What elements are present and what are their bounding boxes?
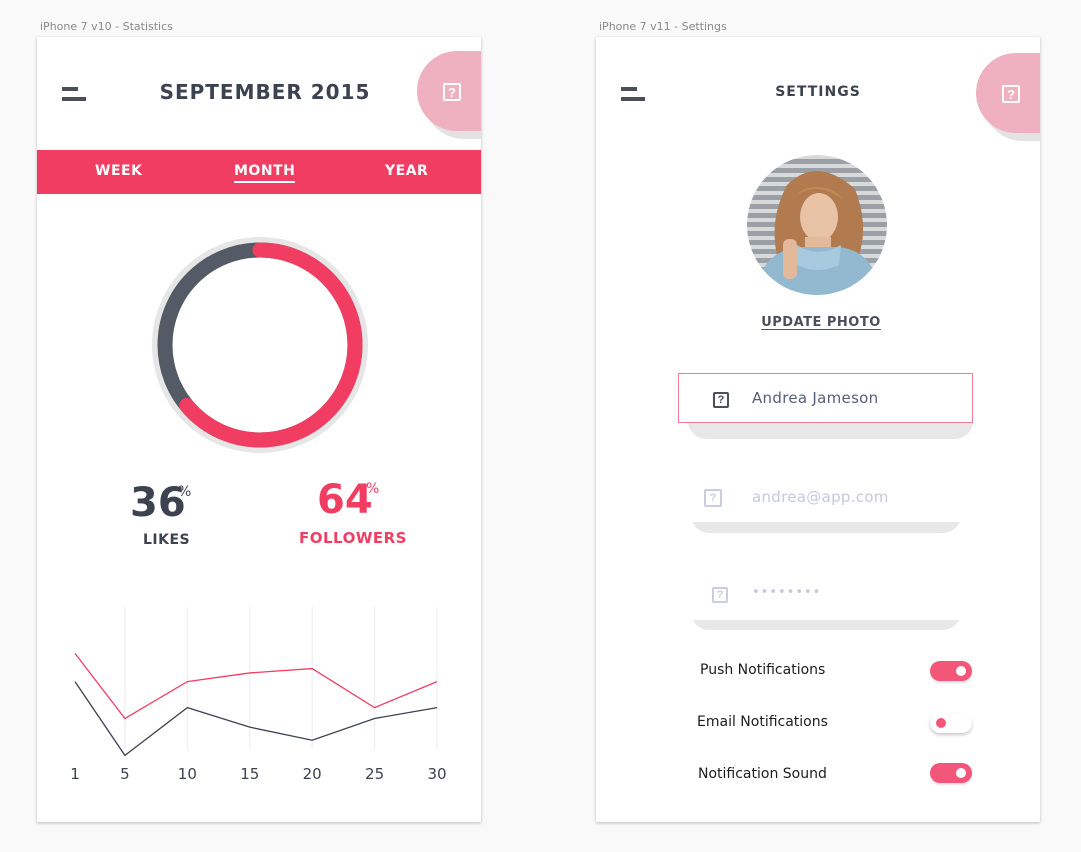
help-button[interactable]: ? xyxy=(417,51,481,131)
followers-label: FOLLOWERS xyxy=(299,529,407,547)
chart-x-tick-label: 30 xyxy=(427,765,447,783)
page-title: SETTINGS xyxy=(775,84,861,100)
followers-value: 64 xyxy=(317,477,373,523)
tab-year[interactable]: YEAR xyxy=(385,163,429,179)
likes-followers-donut xyxy=(152,237,368,453)
notification-sound-label: Notification Sound xyxy=(698,766,827,782)
hamburger-icon[interactable] xyxy=(62,85,88,105)
toggle-knob xyxy=(936,718,946,728)
profile-photo xyxy=(747,155,887,295)
toggle-knob xyxy=(956,666,966,676)
email-field[interactable]: ? andrea@app.com xyxy=(688,472,961,522)
avatar[interactable] xyxy=(747,155,887,295)
followers-unit: % xyxy=(366,481,380,497)
help-icon: ? xyxy=(1002,85,1020,103)
tab-week[interactable]: WEEK xyxy=(95,163,143,179)
chart-x-tick-label: 10 xyxy=(177,765,197,783)
artboard-label-statistics: iPhone 7 v10 - Statistics xyxy=(40,20,173,33)
user-icon: ? xyxy=(713,392,729,408)
field-shadow xyxy=(688,419,973,439)
update-photo-link[interactable]: UPDATE PHOTO xyxy=(761,315,881,330)
tab-month[interactable]: MONTH xyxy=(234,163,296,183)
email-notifications-toggle[interactable] xyxy=(930,713,972,733)
likes-value: 36 xyxy=(130,480,186,526)
chart-series-line-1 xyxy=(74,681,438,757)
chart-x-tick-label: 20 xyxy=(302,765,322,783)
hamburger-icon[interactable] xyxy=(621,85,647,105)
period-tabs: WEEK MONTH YEAR xyxy=(37,150,481,194)
push-notifications-toggle[interactable] xyxy=(930,661,972,681)
statistics-screen: SEPTEMBER 2015 ? WEEK MONTH YEAR 36 % LI… xyxy=(37,37,481,822)
trend-line-chart xyxy=(74,607,438,757)
artboard-label-settings: iPhone 7 v11 - Settings xyxy=(599,20,727,33)
email-placeholder: andrea@app.com xyxy=(752,488,889,506)
email-notifications-label: Email Notifications xyxy=(697,714,828,730)
donut-followers-segment xyxy=(179,242,363,448)
chart-x-tick-label: 1 xyxy=(70,765,80,783)
help-icon: ? xyxy=(443,83,461,101)
email-icon: ? xyxy=(704,489,722,507)
password-field[interactable]: ? •••••••• xyxy=(688,570,961,620)
likes-label: LIKES xyxy=(143,532,191,548)
likes-unit: % xyxy=(178,484,192,500)
name-value: Andrea Jameson xyxy=(752,389,879,407)
donut-shadow-ring xyxy=(152,237,368,453)
chart-x-tick-label: 5 xyxy=(120,765,130,783)
push-notifications-label: Push Notifications xyxy=(700,662,826,678)
toggle-knob xyxy=(956,768,966,778)
page-title: SEPTEMBER 2015 xyxy=(159,80,371,104)
chart-series-line-0 xyxy=(74,653,438,720)
settings-screen: SETTINGS ? UPDATE PHOTO ? Andrea Ja xyxy=(596,37,1040,822)
help-button[interactable]: ? xyxy=(976,53,1040,133)
name-field[interactable]: ? Andrea Jameson xyxy=(678,373,973,423)
chart-x-tick-label: 25 xyxy=(365,765,385,783)
password-placeholder: •••••••• xyxy=(752,585,822,600)
chart-x-tick-label: 15 xyxy=(240,765,260,783)
lock-icon: ? xyxy=(712,587,728,603)
notification-sound-toggle[interactable] xyxy=(930,763,972,783)
